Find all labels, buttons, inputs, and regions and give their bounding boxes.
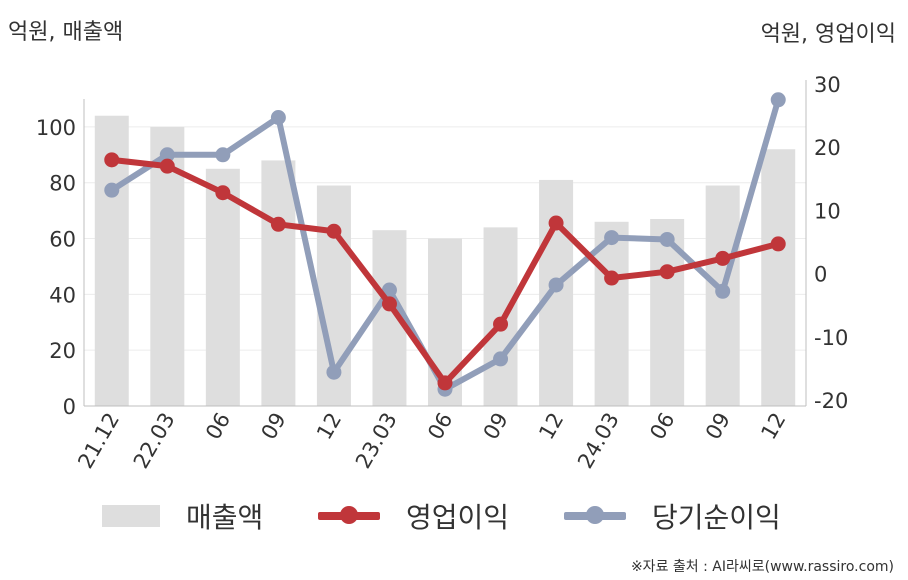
left-tick-label: 40 [49, 283, 76, 307]
line-series [104, 92, 786, 397]
left-tick-label: 0 [63, 395, 76, 419]
right-tick-label: 20 [814, 136, 841, 160]
point-operating-profit [381, 296, 397, 312]
point-net-income [381, 282, 397, 298]
x-tick-label: 22.03 [129, 409, 180, 473]
legend-label-net-income: 당기순이익 [652, 501, 781, 534]
x-tick-label: 12 [756, 409, 790, 444]
point-net-income [604, 230, 620, 246]
bar-sales [261, 160, 296, 406]
point-net-income [104, 182, 120, 198]
legend-swatch-sales [102, 505, 160, 527]
legend-item-sales: 매출액 [102, 496, 263, 536]
point-net-income [326, 364, 342, 380]
left-axis-unit: 억원, 매출액 [8, 20, 124, 45]
right-tick-label: -20 [814, 389, 848, 413]
x-tick-label: 12 [312, 409, 346, 444]
bar-sales [205, 168, 240, 406]
left-tick-label: 80 [49, 172, 76, 196]
bar-sales [539, 179, 574, 406]
right-tick-label: 30 [814, 73, 841, 97]
left-tick-label: 20 [49, 339, 76, 363]
x-tick-label: 09 [257, 409, 291, 444]
point-net-income [548, 277, 564, 293]
axes [83, 80, 807, 407]
point-operating-profit [159, 158, 175, 174]
legend-item-net-income: 당기순이익 [564, 496, 781, 536]
x-tick-label: 06 [201, 409, 235, 444]
point-net-income [715, 283, 731, 299]
x-tick-label: 09 [701, 409, 735, 444]
x-tick-label: 23.03 [351, 409, 402, 473]
point-net-income [159, 147, 175, 163]
point-operating-profit [215, 185, 231, 201]
point-operating-profit [326, 223, 342, 239]
x-tick-label: 12 [534, 409, 568, 444]
point-net-income [770, 92, 786, 108]
point-net-income [270, 109, 286, 125]
point-operating-profit [715, 250, 731, 266]
source-note: ※자료 출처 : AI라씨로(www.rassiro.com) [630, 559, 894, 575]
point-operating-profit [548, 215, 564, 231]
point-net-income [215, 147, 231, 163]
legend-label-sales: 매출액 [186, 501, 264, 534]
right-axis-unit: 억원, 영업이익 [760, 22, 896, 47]
x-tick-label: 21.12 [73, 409, 124, 473]
legend-item-operating-profit: 영업이익 [318, 496, 509, 536]
bar-series-sales [94, 115, 796, 406]
point-operating-profit [493, 316, 509, 332]
legend-label-operating-profit: 영업이익 [406, 501, 510, 534]
point-operating-profit [270, 216, 286, 232]
right-tick-label: 10 [814, 199, 841, 223]
point-operating-profit [770, 236, 786, 252]
x-tick-label: 24.03 [573, 409, 624, 473]
point-net-income [493, 351, 509, 367]
left-tick-label: 100 [36, 116, 76, 140]
x-tick-label: 06 [645, 409, 679, 444]
left-tick-label: 60 [49, 228, 76, 252]
legend-swatch-operating-profit [318, 506, 380, 524]
point-operating-profit [104, 152, 120, 168]
right-tick-label: -10 [814, 326, 848, 350]
right-tick-label: 0 [814, 263, 827, 287]
point-net-income [659, 231, 675, 247]
point-operating-profit [659, 264, 675, 280]
point-operating-profit [604, 270, 620, 286]
legend-swatch-net-income [564, 506, 626, 524]
point-operating-profit [437, 375, 453, 391]
bar-sales [594, 221, 629, 406]
x-tick-label: 06 [423, 409, 457, 444]
x-tick-label: 09 [479, 409, 513, 444]
bar-sales [761, 149, 796, 406]
